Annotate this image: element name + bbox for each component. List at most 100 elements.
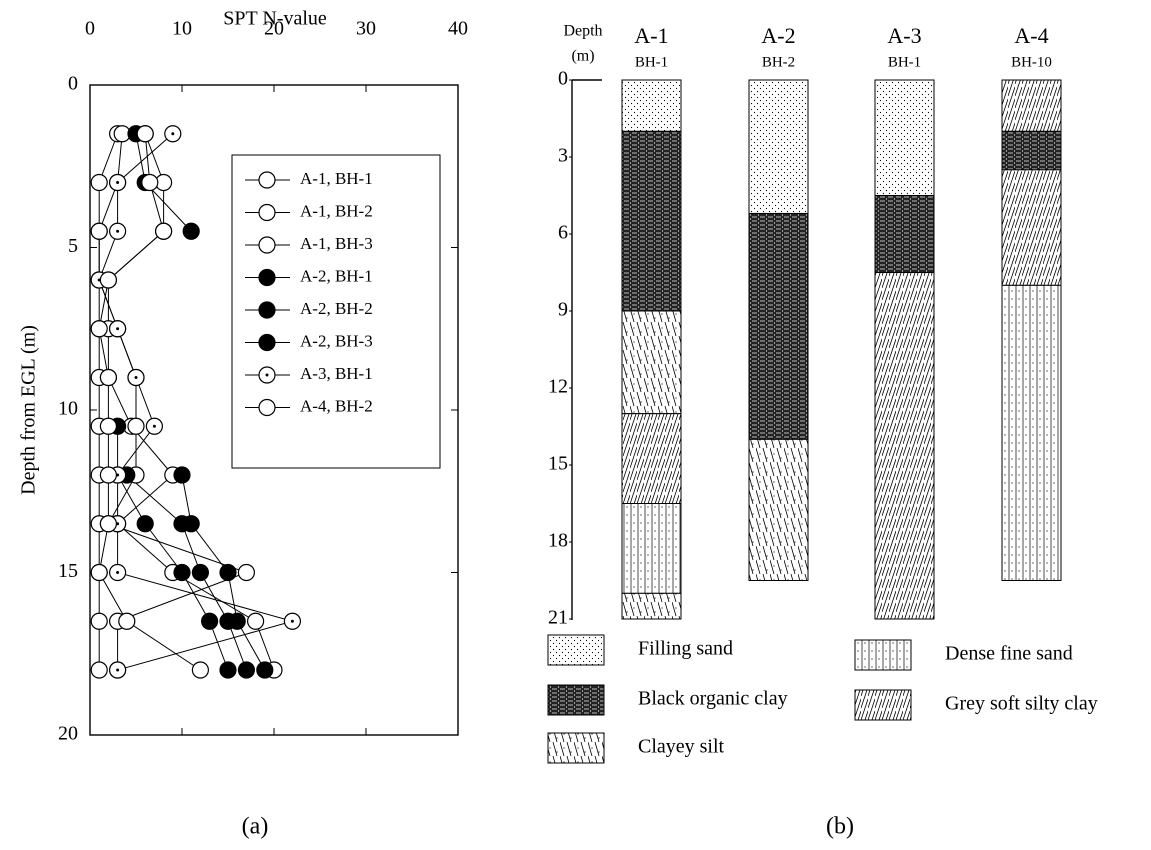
panel-label: (a) <box>242 814 269 840</box>
point <box>136 125 154 143</box>
point <box>127 417 145 435</box>
point <box>173 466 191 484</box>
legend-swatch <box>547 684 605 716</box>
point <box>90 173 108 192</box>
point-dot <box>171 132 175 136</box>
x-tick-label: 40 <box>448 18 468 40</box>
soil-layer <box>621 310 682 415</box>
point <box>256 661 274 679</box>
legend-swatch <box>547 634 605 666</box>
soil-layer <box>1001 79 1062 132</box>
point <box>237 661 255 679</box>
y-tick-label: 10 <box>58 398 78 420</box>
soil-layer <box>1001 130 1062 171</box>
soil-layer <box>621 79 682 132</box>
legend-label: A-1, BH-2 <box>300 201 373 220</box>
legend-marker <box>258 236 276 254</box>
y-tick-label: 6 <box>558 222 568 244</box>
point <box>90 661 108 679</box>
x-tick-label: 30 <box>356 18 376 40</box>
series-line <box>98 133 201 671</box>
legend-label: Filling sand <box>638 638 733 660</box>
point <box>182 222 200 240</box>
y-tick-label: 20 <box>58 723 78 745</box>
legend-label: Grey soft silty clay <box>945 693 1098 715</box>
legend-label: A-1, BH-3 <box>300 234 373 253</box>
point <box>90 222 108 240</box>
legend-label: Clayey silt <box>638 736 725 758</box>
point <box>99 515 118 533</box>
panel-label: (b) <box>826 814 854 840</box>
series-line <box>117 133 229 671</box>
point-dot <box>290 619 294 623</box>
soil-layer <box>621 130 682 312</box>
x-tick-label: 0 <box>85 18 95 40</box>
y-tick-label: 12 <box>548 376 568 398</box>
point <box>99 466 118 484</box>
series-line <box>98 133 248 670</box>
point-dot <box>116 229 120 233</box>
legend-swatch <box>547 732 605 764</box>
point-dot <box>152 424 156 428</box>
legend-marker <box>258 171 276 189</box>
soil-layer <box>1001 284 1062 581</box>
point <box>191 563 209 582</box>
y-tick-label: 0 <box>558 68 568 90</box>
soil-layer <box>874 79 935 196</box>
legend-label: A-3, BH-1 <box>300 364 373 383</box>
x-tick-label: 20 <box>264 18 284 40</box>
x-axis-title: SPT N-value <box>223 8 327 30</box>
y-axis-title: Depth from EGL (m) <box>18 325 40 495</box>
y-tick-label: 3 <box>558 145 568 167</box>
point-dot <box>116 571 120 574</box>
column-hole: BH-1 <box>635 54 668 70</box>
point-dot <box>116 181 120 184</box>
depth-unit: (m) <box>571 48 594 65</box>
legend-marker <box>258 301 276 319</box>
point <box>118 612 136 630</box>
y-tick-label: 0 <box>68 73 78 95</box>
point-dot <box>134 376 138 379</box>
legend-marker <box>258 268 276 287</box>
soil-layer <box>748 212 809 440</box>
point <box>219 563 237 582</box>
point-dot <box>116 327 120 331</box>
column-name: A-2 <box>761 23 795 48</box>
legend-marker <box>258 398 276 417</box>
soil-layer <box>621 592 682 620</box>
y-tick-label: 9 <box>558 299 568 321</box>
legend-label: A-2, BH-1 <box>300 266 373 285</box>
point <box>90 563 108 582</box>
point <box>219 661 237 679</box>
column-hole: BH-10 <box>1011 54 1052 70</box>
legend-swatch <box>854 639 912 671</box>
point <box>247 612 265 630</box>
point <box>182 515 200 533</box>
legend-label: A-1, BH-1 <box>300 169 373 188</box>
y-tick-label: 21 <box>548 607 568 629</box>
soil-layer <box>1001 169 1062 286</box>
y-tick-label: 15 <box>58 560 78 582</box>
column-hole: BH-1 <box>888 54 921 70</box>
point-dot <box>116 668 120 672</box>
column-name: A-3 <box>887 23 921 48</box>
legend-swatch <box>854 689 912 721</box>
soil-layer <box>748 79 809 214</box>
column-name: A-4 <box>1014 23 1048 48</box>
point <box>155 222 173 240</box>
legend-marker <box>258 203 276 222</box>
legend-label: A-2, BH-3 <box>300 331 373 350</box>
point <box>191 661 209 679</box>
soil-layer <box>621 503 682 594</box>
point <box>228 612 246 630</box>
soil-layer <box>874 195 935 273</box>
y-tick-label: 18 <box>548 530 568 552</box>
y-tick-label: 5 <box>68 235 78 257</box>
soil-layer <box>874 272 935 620</box>
point <box>141 173 159 192</box>
y-tick-label: 15 <box>548 453 568 475</box>
point <box>237 563 255 582</box>
column-name: A-1 <box>634 23 668 48</box>
legend-label: Black organic clay <box>638 688 788 710</box>
